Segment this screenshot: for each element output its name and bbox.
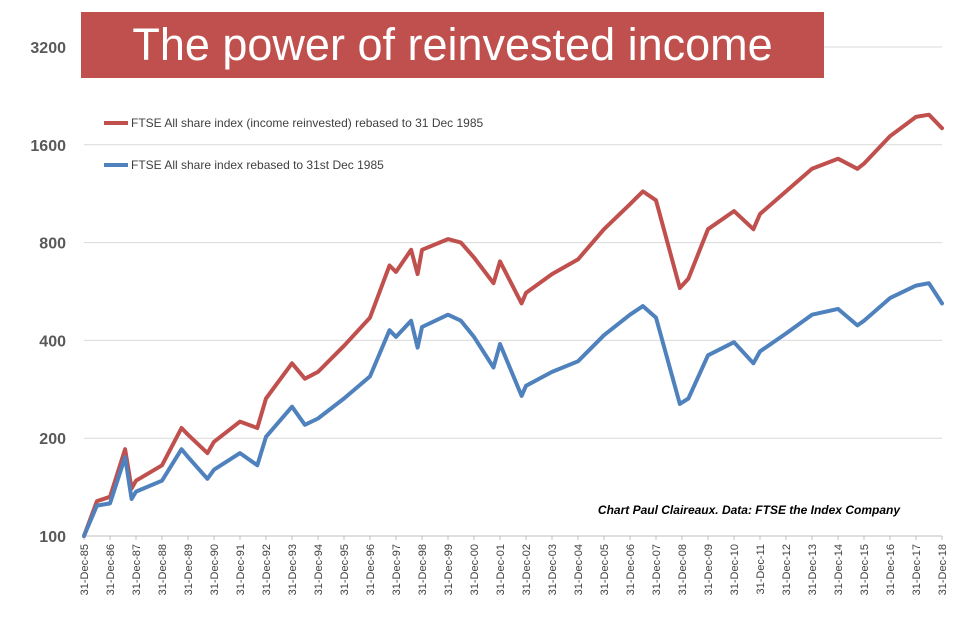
- chart-source-annotation: Chart Paul Claireaux. Data: FTSE the Ind…: [597, 503, 900, 517]
- x-tick-label: 31-Dec-87: [131, 544, 143, 595]
- y-axis-tick-labels: 100 200 400 800 1600 3200: [30, 40, 66, 546]
- legend-label-reinvested: FTSE All share index (income reinvested)…: [131, 116, 484, 130]
- x-tick-label: 31-Dec-05: [599, 544, 611, 595]
- x-tick-label: 31-Dec-15: [859, 544, 871, 595]
- x-tick-label: 31-Dec-97: [391, 544, 403, 595]
- x-tick-label: 31-Dec-00: [469, 544, 481, 595]
- chart-title: The power of reinvested income: [132, 19, 773, 70]
- x-tick-label: 31-Dec-96: [365, 544, 377, 595]
- x-tick-label: 31-Dec-01: [495, 544, 507, 595]
- x-tick-label: 31-Dec-16: [885, 544, 897, 595]
- x-tick-label: 31-Dec-85: [79, 544, 91, 595]
- x-tick-label: 31-Dec-07: [651, 544, 663, 595]
- y-tick-label: 100: [39, 529, 66, 546]
- x-tick-label: 31-Dec-86: [105, 544, 117, 595]
- x-tick-label: 31-Dec-94: [313, 544, 325, 595]
- x-tick-label: 31-Dec-08: [677, 544, 689, 595]
- y-tick-label: 200: [39, 431, 66, 448]
- x-tick-label: 31-Dec-89: [183, 544, 195, 595]
- series-lines: [82, 112, 944, 538]
- legend-label-price: FTSE All share index rebased to 31st Dec…: [131, 158, 384, 172]
- y-tick-label: 3200: [30, 40, 66, 57]
- chart-title-banner: The power of reinvested income: [81, 12, 824, 78]
- x-tick-label: 31-Dec-93: [287, 544, 299, 595]
- x-tick-label: 31-Dec-11: [755, 544, 767, 595]
- legend-swatch-reinvested: [104, 121, 128, 125]
- x-tick-label: 31-Dec-06: [625, 544, 637, 595]
- x-tick-label: 31-Dec-95: [339, 544, 351, 595]
- x-tick-label: 31-Dec-18: [937, 544, 949, 595]
- x-tick-label: 31-Dec-02: [521, 544, 533, 595]
- legend-swatch-price: [104, 163, 128, 167]
- x-tick-label: 31-Dec-90: [209, 544, 221, 595]
- x-tick-label: 31-Dec-99: [443, 544, 455, 595]
- x-tick-label: 31-Dec-13: [807, 544, 819, 595]
- x-tick-label: 31-Dec-04: [573, 544, 585, 595]
- legend-entry-price: FTSE All share index rebased to 31st Dec…: [104, 158, 384, 172]
- y-tick-label: 800: [39, 236, 66, 253]
- series-line-reinvested: [82, 112, 944, 538]
- x-tick-label: 31-Dec-88: [157, 544, 169, 595]
- x-tick-label: 31-Dec-10: [729, 544, 741, 595]
- x-tick-label: 31-Dec-09: [703, 544, 715, 595]
- x-axis-tick-labels: 31-Dec-85 31-Dec-86 31-Dec-87 31-Dec-88 31-D…: [79, 544, 949, 595]
- x-tick-label: 31-Dec-12: [781, 544, 793, 595]
- x-tick-label: 31-Dec-03: [547, 544, 559, 595]
- x-tick-label: 31-Dec-92: [261, 544, 273, 595]
- y-tick-label: 1600: [30, 138, 66, 155]
- x-tick-label: 31-Dec-14: [833, 544, 845, 595]
- legend-entry-reinvested: FTSE All share index (income reinvested)…: [104, 116, 483, 130]
- y-tick-label: 400: [39, 333, 66, 350]
- x-tick-label: 31-Dec-17: [911, 544, 923, 595]
- x-tick-label: 31-Dec-91: [235, 544, 247, 595]
- series-line-price: [82, 281, 944, 538]
- x-tick-label: 31-Dec-98: [417, 544, 429, 595]
